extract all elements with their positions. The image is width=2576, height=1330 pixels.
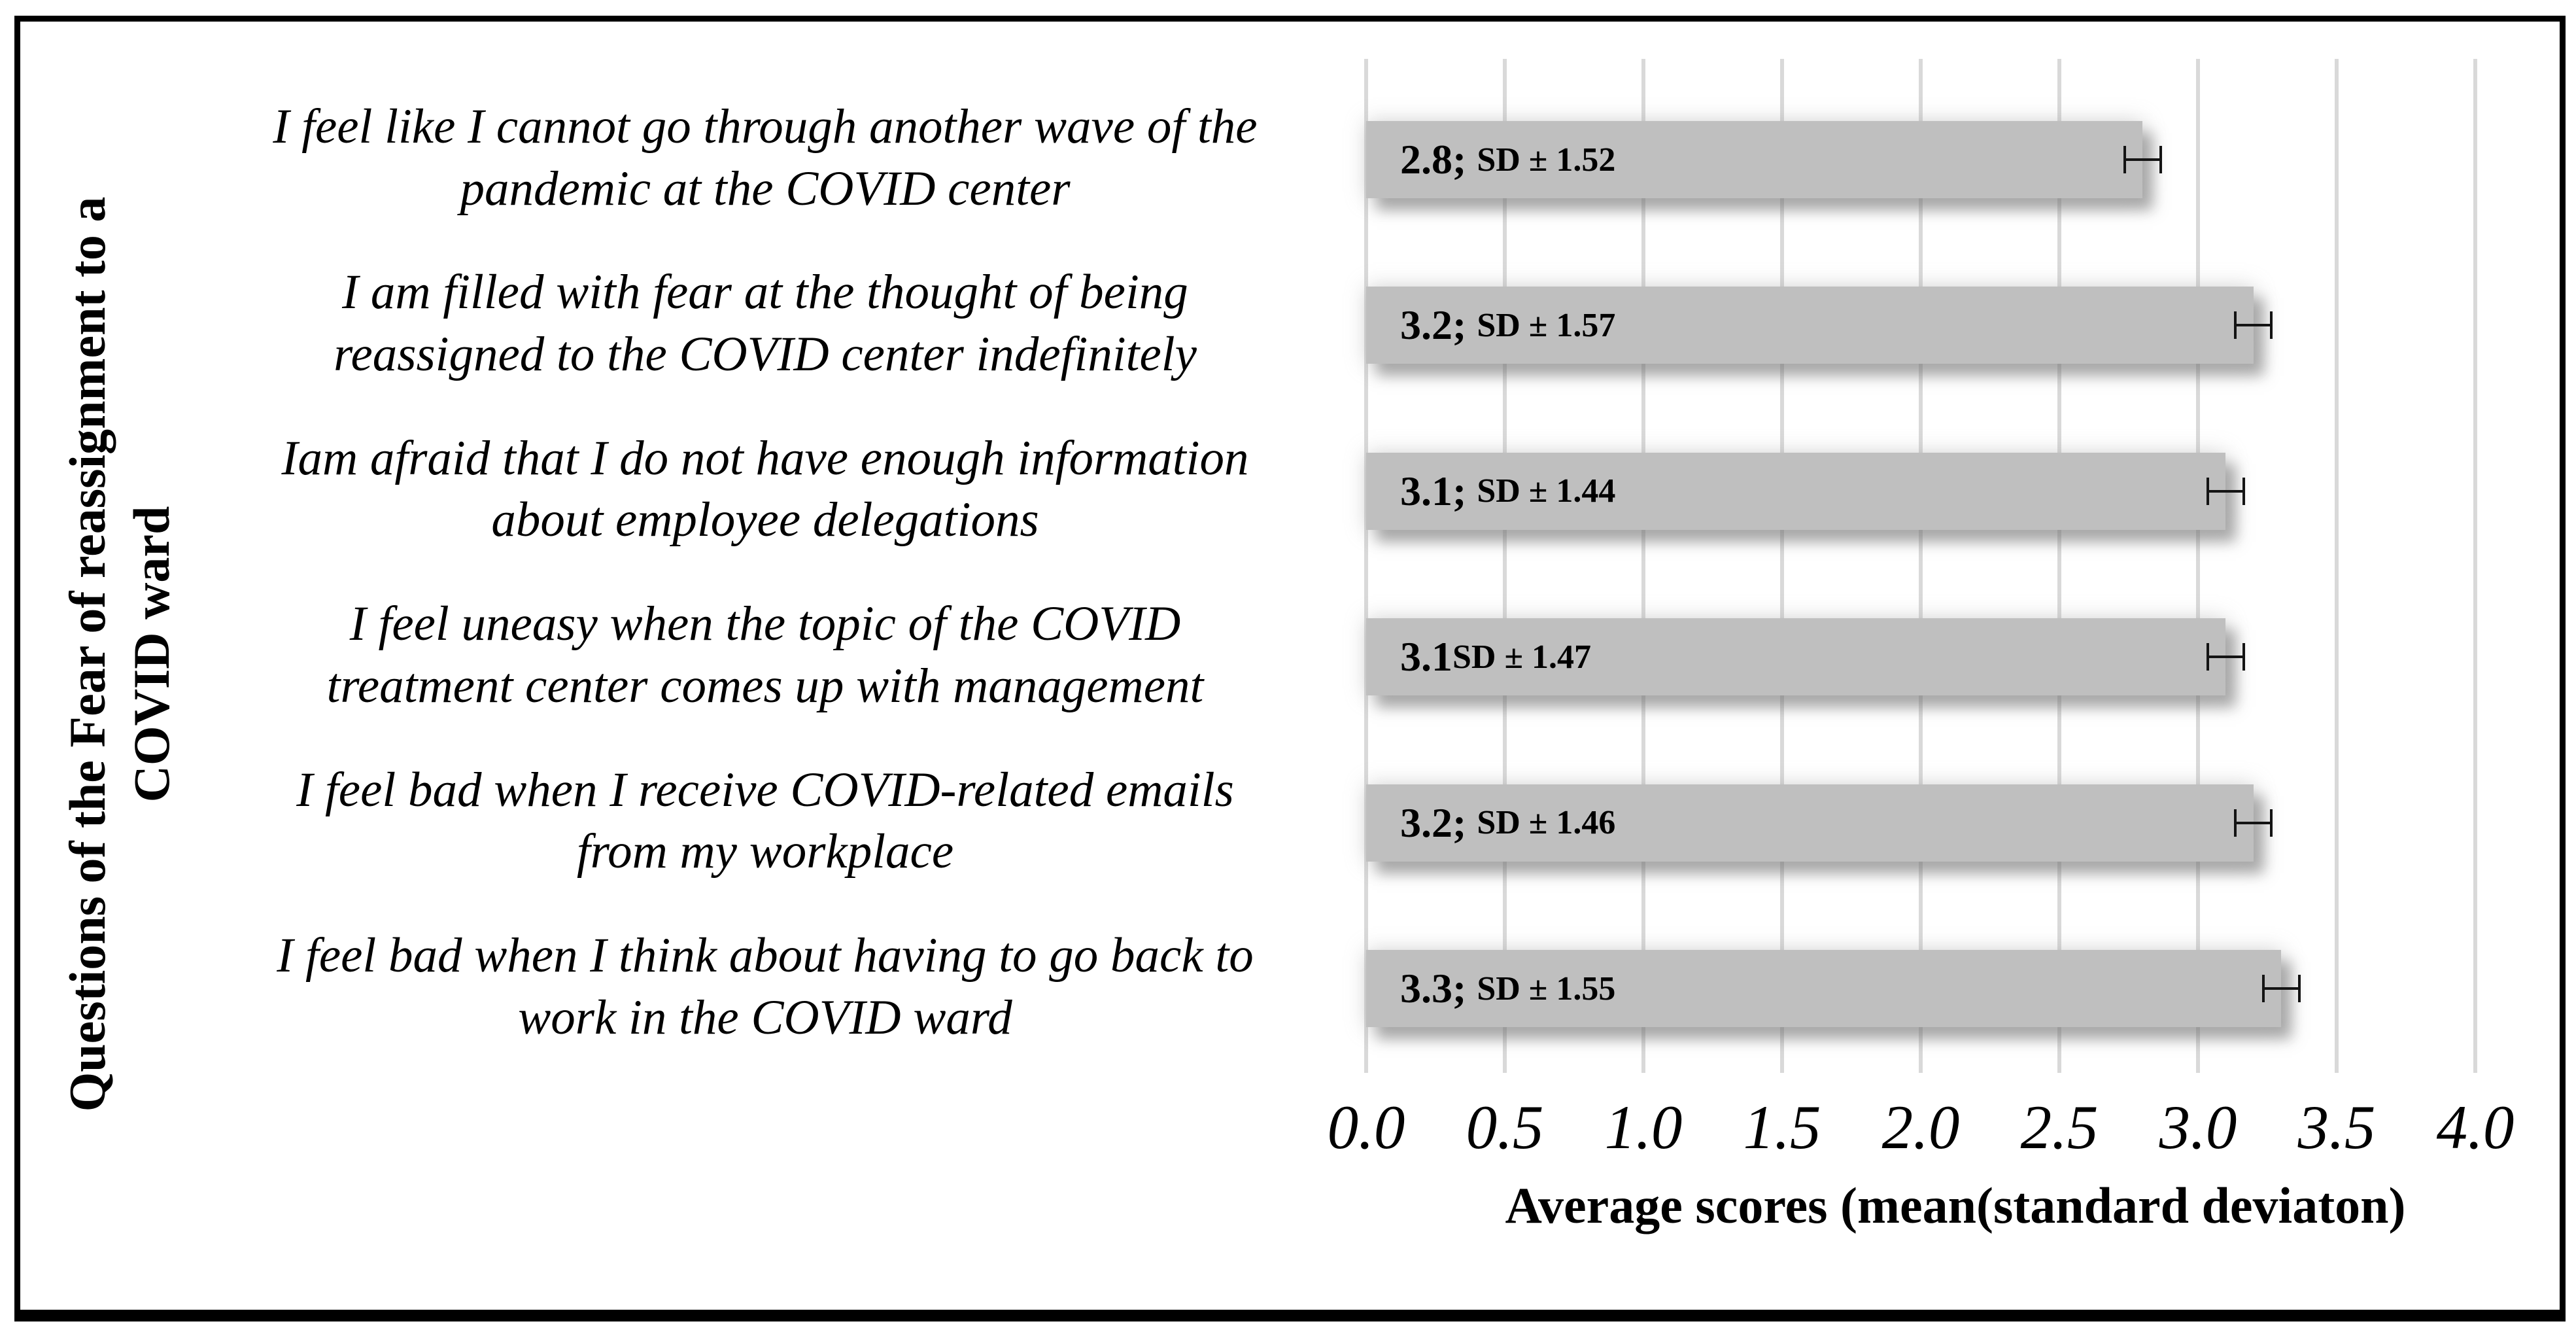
error-bar — [2206, 477, 2246, 505]
error-bar-line — [2261, 987, 2301, 990]
y-axis-title: Questions of the Fear of reassignment to… — [56, 141, 180, 1168]
bar-sd-label: SD ± 1.46 — [1477, 804, 1616, 842]
bar-value-label: 3.1 — [1400, 633, 1452, 680]
category-label-line1: I feel bad when I think about having to … — [277, 928, 1254, 983]
x-axis-tick-label: 0.0 — [1327, 1093, 1405, 1162]
gridline — [1503, 59, 1507, 1073]
bar-sd-label: SD ± 1.47 — [1452, 638, 1592, 676]
data-bar: 3.2; SD ± 1.46 — [1366, 784, 2254, 862]
category-label: Iam afraid that I do not have enough inf… — [183, 428, 1347, 551]
bar-sd-label: SD ± 1.57 — [1477, 306, 1616, 344]
x-axis-title: Average scores (mean(standard deviaton) — [1505, 1177, 2406, 1234]
gridline — [1919, 59, 1923, 1073]
error-bar-cap-right — [2297, 975, 2301, 1002]
category-label-line2: pandemic at the COVID center — [460, 161, 1071, 216]
error-bar — [2206, 643, 2246, 671]
y-axis-title-line2: COVID ward — [122, 506, 180, 803]
error-bar — [2234, 809, 2273, 837]
x-axis-tick-label: 2.0 — [1881, 1093, 1960, 1162]
category-label-line1: I am filled with fear at the thought of … — [342, 265, 1188, 320]
error-bar-line — [2123, 158, 2162, 161]
error-bar — [2261, 975, 2301, 1002]
category-label: I feel like I cannot go through another … — [183, 96, 1347, 220]
x-axis-tick-label: 2.5 — [2020, 1093, 2099, 1162]
x-axis-tick-label: 3.5 — [2297, 1093, 2376, 1162]
data-bar: 3.1; SD ± 1.44 — [1366, 452, 2225, 530]
category-label-line2: about employee delegations — [491, 493, 1039, 548]
error-bar-cap-left — [2234, 809, 2237, 837]
error-bar-cap-left — [2206, 643, 2209, 671]
error-bar-cap-right — [2159, 146, 2162, 173]
error-bar — [2234, 311, 2273, 340]
category-label-line1: I feel bad when I receive COVID-related … — [296, 762, 1234, 817]
gridline — [2473, 59, 2477, 1073]
error-bar-cap-right — [2242, 643, 2246, 671]
x-axis-tick-label: 1.5 — [1743, 1093, 1821, 1162]
category-label: I feel bad when I think about having to … — [183, 925, 1347, 1049]
y-axis-title-line1: Questions of the Fear of reassignment to… — [59, 196, 116, 1112]
gridline — [2057, 59, 2061, 1073]
data-bar: 3.2; SD ± 1.57 — [1366, 287, 2254, 364]
bar-value-label: 3.3; — [1400, 965, 1477, 1011]
category-label-line1: I feel like I cannot go through another … — [273, 99, 1258, 154]
x-axis-tick-label: 1.0 — [1604, 1093, 1683, 1162]
bar-value-label: 2.8; — [1400, 136, 1477, 183]
gridline — [1641, 59, 1645, 1073]
error-bar-cap-right — [2242, 477, 2246, 505]
category-label: I am filled with fear at the thought of … — [183, 262, 1347, 385]
bar-sd-label: SD ± 1.44 — [1477, 472, 1616, 510]
error-bar-line — [2234, 821, 2273, 824]
bar-value-label: 3.2; — [1400, 799, 1477, 846]
category-label-line1: Iam afraid that I do not have enough inf… — [281, 430, 1249, 485]
bar-sd-label: SD ± 1.55 — [1477, 970, 1616, 1007]
error-bar-cap-left — [2261, 975, 2265, 1002]
error-bar-cap-left — [2206, 477, 2209, 505]
bar-sd-label: SD ± 1.52 — [1477, 141, 1616, 179]
error-bar-cap-right — [2270, 809, 2273, 837]
gridline — [1364, 59, 1368, 1073]
gridline — [1780, 59, 1784, 1073]
category-label: I feel bad when I receive COVID-related … — [183, 760, 1347, 883]
error-bar-line — [2234, 324, 2273, 327]
category-label: I feel uneasy when the topic of the COVI… — [183, 593, 1347, 717]
x-axis-tick-label: 4.0 — [2436, 1093, 2515, 1162]
x-axis-tick-label: 3.0 — [2159, 1093, 2237, 1162]
error-bar — [2123, 146, 2162, 173]
data-bar: 3.1 SD ± 1.47 — [1366, 618, 2225, 696]
error-bar-line — [2206, 656, 2246, 659]
category-label-line2: work in the COVID ward — [518, 990, 1012, 1045]
gridline — [2335, 59, 2339, 1073]
gridline — [2196, 59, 2200, 1073]
error-bar-cap-left — [2234, 311, 2237, 340]
category-label-line2: treatment center comes up with managemen… — [326, 658, 1204, 713]
x-axis-tick-label: 0.5 — [1466, 1093, 1544, 1162]
bar-value-label: 3.2; — [1400, 302, 1477, 349]
category-label-line2: reassigned to the COVID center indefinit… — [334, 326, 1197, 381]
category-label-line1: I feel uneasy when the topic of the COVI… — [349, 597, 1181, 652]
error-bar-line — [2206, 489, 2246, 493]
category-label-line2: from my workplace — [576, 824, 954, 879]
data-bar: 3.3; SD ± 1.55 — [1366, 950, 2281, 1027]
data-bar: 2.8; SD ± 1.52 — [1366, 121, 2142, 198]
error-bar-cap-right — [2270, 311, 2273, 340]
bar-value-label: 3.1; — [1400, 467, 1477, 514]
error-bar-cap-left — [2123, 146, 2126, 173]
